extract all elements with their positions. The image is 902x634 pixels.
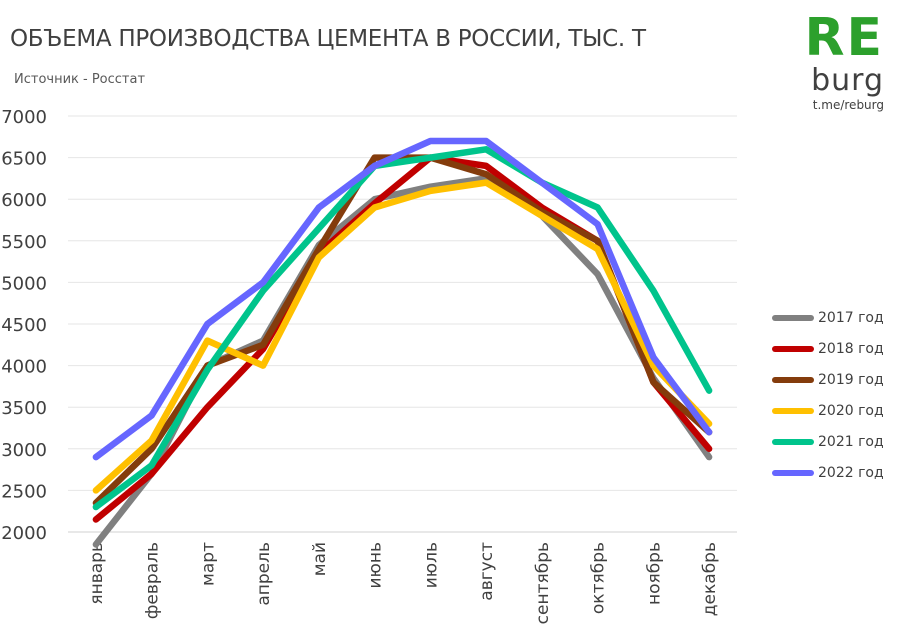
series-line-2020-год <box>92 179 713 494</box>
y-tick-label: 4500 <box>1 315 47 336</box>
legend-item: 2022 год <box>772 457 884 488</box>
y-tick-label: 5500 <box>1 232 47 253</box>
legend-swatch <box>772 469 814 476</box>
legend-item: 2019 год <box>772 364 884 395</box>
legend-label: 2022 год <box>818 464 884 481</box>
y-tick-label: 2000 <box>1 523 47 544</box>
legend-swatch <box>772 407 814 414</box>
chart-title: ОБЪЕМА ПРОИЗВОДСТВА ЦЕМЕНТА В РОССИИ, ТЫ… <box>10 26 646 52</box>
x-tick-label: октябрь <box>589 542 609 614</box>
x-tick-label: март <box>198 542 218 586</box>
x-tick-label: ноябрь <box>644 542 664 605</box>
series-lines <box>92 137 713 548</box>
x-axis-ticks: январь февраль март апрель май июнь июль август… <box>87 542 720 624</box>
series-line-2019-год <box>92 154 713 507</box>
legend-swatch <box>772 376 814 383</box>
y-tick-label: 4000 <box>1 357 47 378</box>
x-tick-label: май <box>310 542 330 576</box>
x-tick-label: август <box>477 542 497 601</box>
y-tick-label: 3000 <box>1 440 47 461</box>
x-tick-label: февраль <box>143 542 163 619</box>
series-line-2022-год <box>92 137 713 461</box>
legend-label: 2018 год <box>818 340 884 357</box>
y-axis-ticks: 2000 2500 3000 3500 4000 4500 5000 5500 6000 6500… <box>1 107 47 544</box>
legend-item: 2018 год <box>772 333 884 364</box>
logo-link[interactable]: t.me/reburg <box>812 98 884 112</box>
y-tick-label: 3500 <box>1 398 47 419</box>
y-tick-label: 2500 <box>1 481 47 502</box>
chart-legend: 2017 год 2018 год 2019 год 2020 год 2021 год… <box>772 302 884 488</box>
legend-item: 2017 год <box>772 302 884 333</box>
legend-label: 2021 год <box>818 433 884 450</box>
legend-swatch <box>772 314 814 321</box>
series-line-2018-год <box>92 154 713 523</box>
x-tick-label: апрель <box>254 542 274 606</box>
legend-item: 2021 год <box>772 426 884 457</box>
legend-swatch <box>772 438 814 445</box>
y-tick-label: 5000 <box>1 273 47 294</box>
reburg-logo[interactable]: RE burg t.me/reburg <box>804 12 884 112</box>
x-tick-label: июль <box>421 542 441 588</box>
legend-item: 2020 год <box>772 395 884 426</box>
logo-burg-text: burg <box>811 63 884 98</box>
x-tick-label: декабрь <box>700 542 720 616</box>
chart-source: Источник - Росстат <box>14 72 146 87</box>
legend-label: 2017 год <box>818 309 884 326</box>
logo-re-text: RE <box>804 8 884 68</box>
x-tick-label: июнь <box>366 542 386 589</box>
legend-swatch <box>772 345 814 352</box>
x-tick-label: сентябрь <box>533 542 553 624</box>
legend-label: 2020 год <box>818 402 884 419</box>
y-tick-label: 6000 <box>1 190 47 211</box>
legend-label: 2019 год <box>818 371 884 388</box>
x-tick-label: январь <box>87 542 107 605</box>
y-tick-label: 7000 <box>1 107 47 128</box>
series-line-2021-год <box>92 146 713 511</box>
y-tick-label: 6500 <box>1 149 47 170</box>
